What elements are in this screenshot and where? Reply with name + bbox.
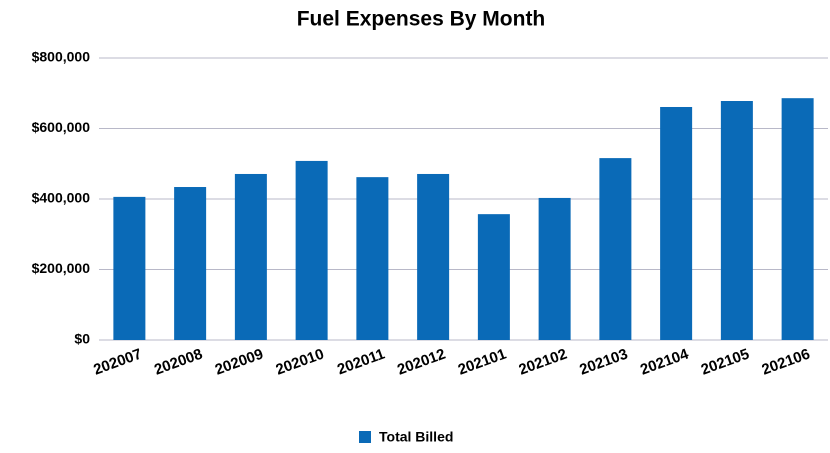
x-tick-label: 202102 <box>516 346 569 379</box>
bar <box>174 187 207 340</box>
x-tick-label: 202105 <box>699 346 752 379</box>
bar <box>113 196 146 340</box>
x-tick-label: 202009 <box>213 346 266 379</box>
bar <box>234 173 267 340</box>
y-tick-label: $800,000 <box>32 49 91 65</box>
x-tick-label: 202007 <box>91 346 144 379</box>
x-tick-label: 202010 <box>273 346 326 379</box>
y-tick-label: $200,000 <box>32 260 91 276</box>
bar <box>477 214 510 340</box>
bar <box>417 173 450 340</box>
bar <box>660 106 693 340</box>
bar <box>720 101 753 340</box>
x-tick-label: 202012 <box>395 346 448 379</box>
y-tick-label: $400,000 <box>32 190 91 206</box>
y-tick-label: $600,000 <box>32 119 91 135</box>
chart-title: Fuel Expenses By Month <box>297 8 546 31</box>
bar <box>538 197 571 340</box>
bar <box>781 98 814 340</box>
x-tick-label: 202103 <box>577 346 630 379</box>
x-tick-label: 202011 <box>335 346 387 379</box>
legend-label: Total Billed <box>379 429 453 445</box>
x-tick-label: 202008 <box>152 346 205 379</box>
y-tick-label: $0 <box>74 331 90 347</box>
bar <box>356 177 389 340</box>
x-tick-label: 202101 <box>456 346 509 379</box>
legend-swatch <box>359 431 371 443</box>
bar <box>295 160 328 340</box>
x-tick-label: 202104 <box>638 345 691 378</box>
x-tick-label: 202106 <box>759 346 812 379</box>
bar <box>599 158 632 340</box>
